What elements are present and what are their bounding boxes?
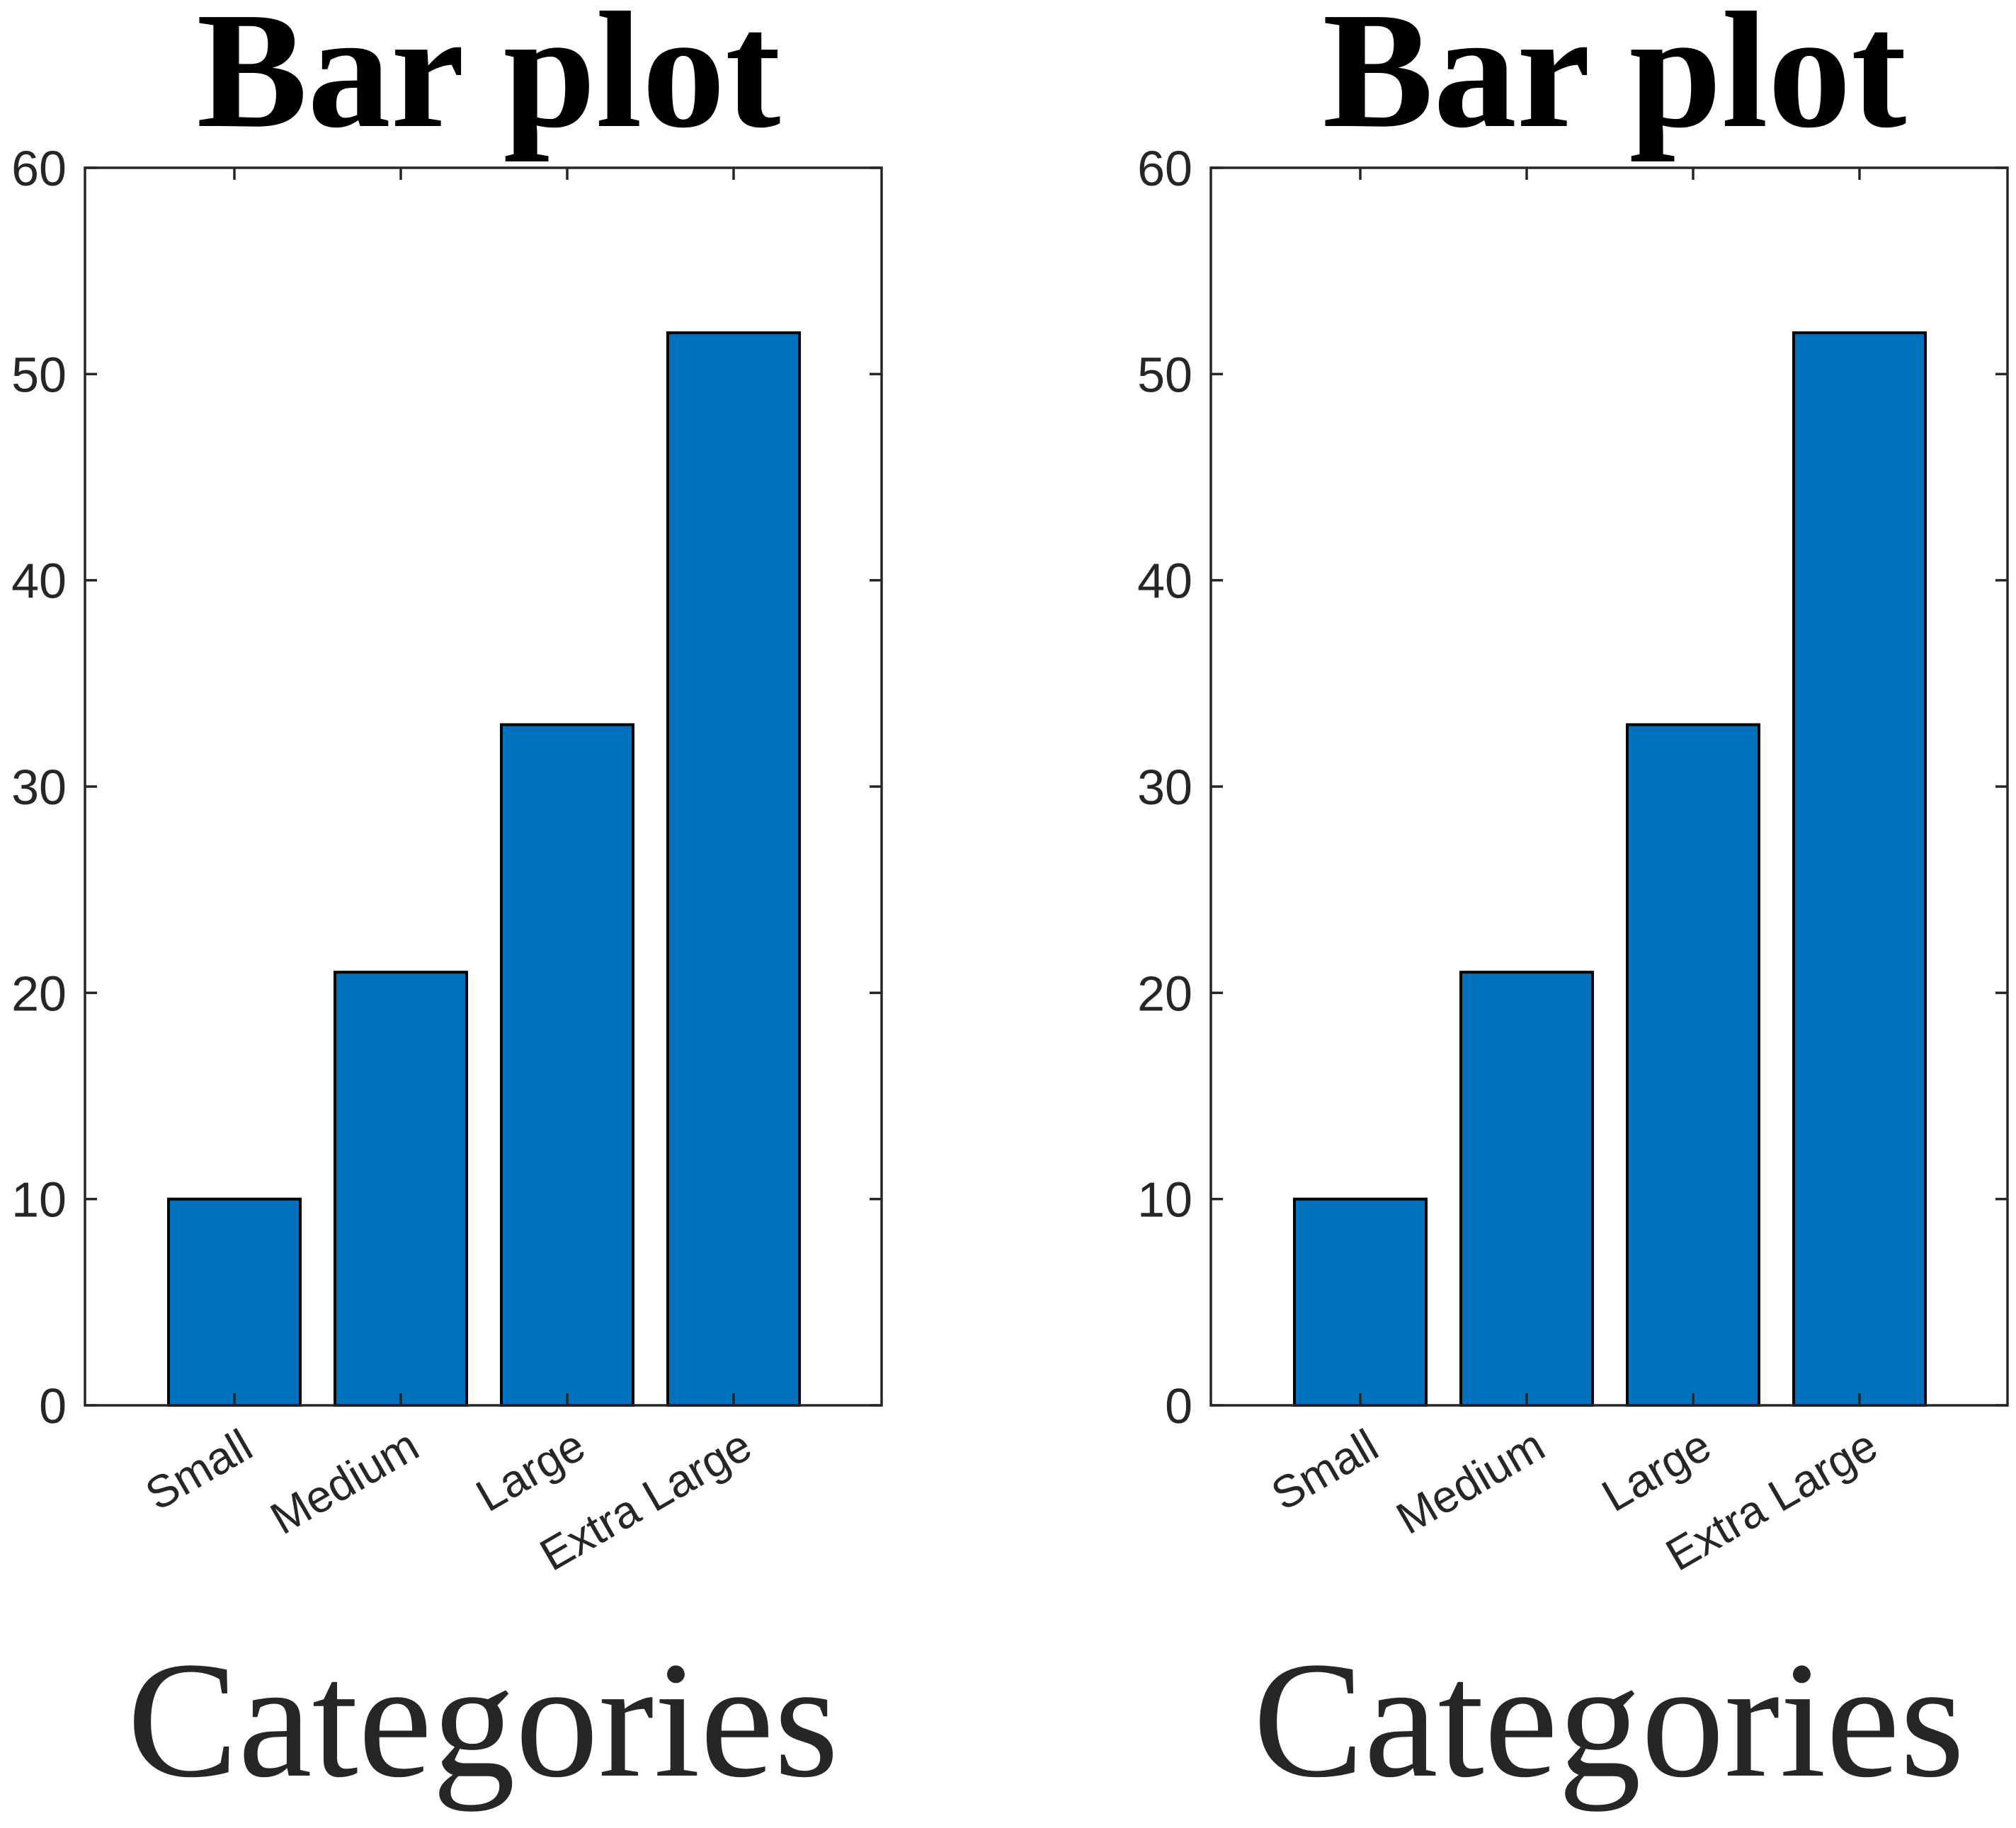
- bar-large: [1626, 723, 1760, 1407]
- x-axis-label: Categories: [1253, 1628, 1965, 1812]
- y-tick-label: 0: [39, 1378, 67, 1434]
- bar-extra-large: [666, 331, 801, 1407]
- bar-medium: [1459, 971, 1594, 1407]
- y-tick-label: 30: [11, 760, 67, 815]
- chart-title: Bar plot: [197, 0, 781, 162]
- x-tick-label: Small: [137, 1419, 261, 1520]
- bar-small: [1293, 1197, 1428, 1407]
- y-tick-label: 40: [1137, 554, 1192, 609]
- x-tick-label: Medium: [262, 1419, 427, 1544]
- bar-large: [500, 723, 634, 1407]
- y-tick-label: 50: [11, 347, 67, 402]
- y-tick-label: 0: [1165, 1378, 1192, 1434]
- y-tick-label: 20: [1137, 966, 1192, 1021]
- y-tick-label: 10: [1137, 1172, 1192, 1228]
- y-tick-label: 60: [1137, 141, 1192, 196]
- x-axis-label: Categories: [127, 1628, 839, 1812]
- x-tick-label: Large: [467, 1419, 593, 1521]
- y-tick-label: 60: [11, 141, 67, 196]
- x-tick-label: Small: [1263, 1419, 1386, 1520]
- y-tick-label: 50: [1137, 347, 1192, 402]
- bar-medium: [334, 971, 468, 1407]
- bar-small: [167, 1197, 302, 1407]
- bar-extra-large: [1792, 331, 1927, 1407]
- y-tick-label: 30: [1137, 760, 1192, 815]
- x-tick-label: Medium: [1388, 1419, 1553, 1544]
- y-tick-label: 10: [11, 1172, 67, 1228]
- chart-title: Bar plot: [1323, 0, 1907, 162]
- x-tick-label: Large: [1593, 1419, 1719, 1521]
- y-tick-label: 20: [11, 966, 67, 1021]
- y-tick-label: 40: [11, 554, 67, 609]
